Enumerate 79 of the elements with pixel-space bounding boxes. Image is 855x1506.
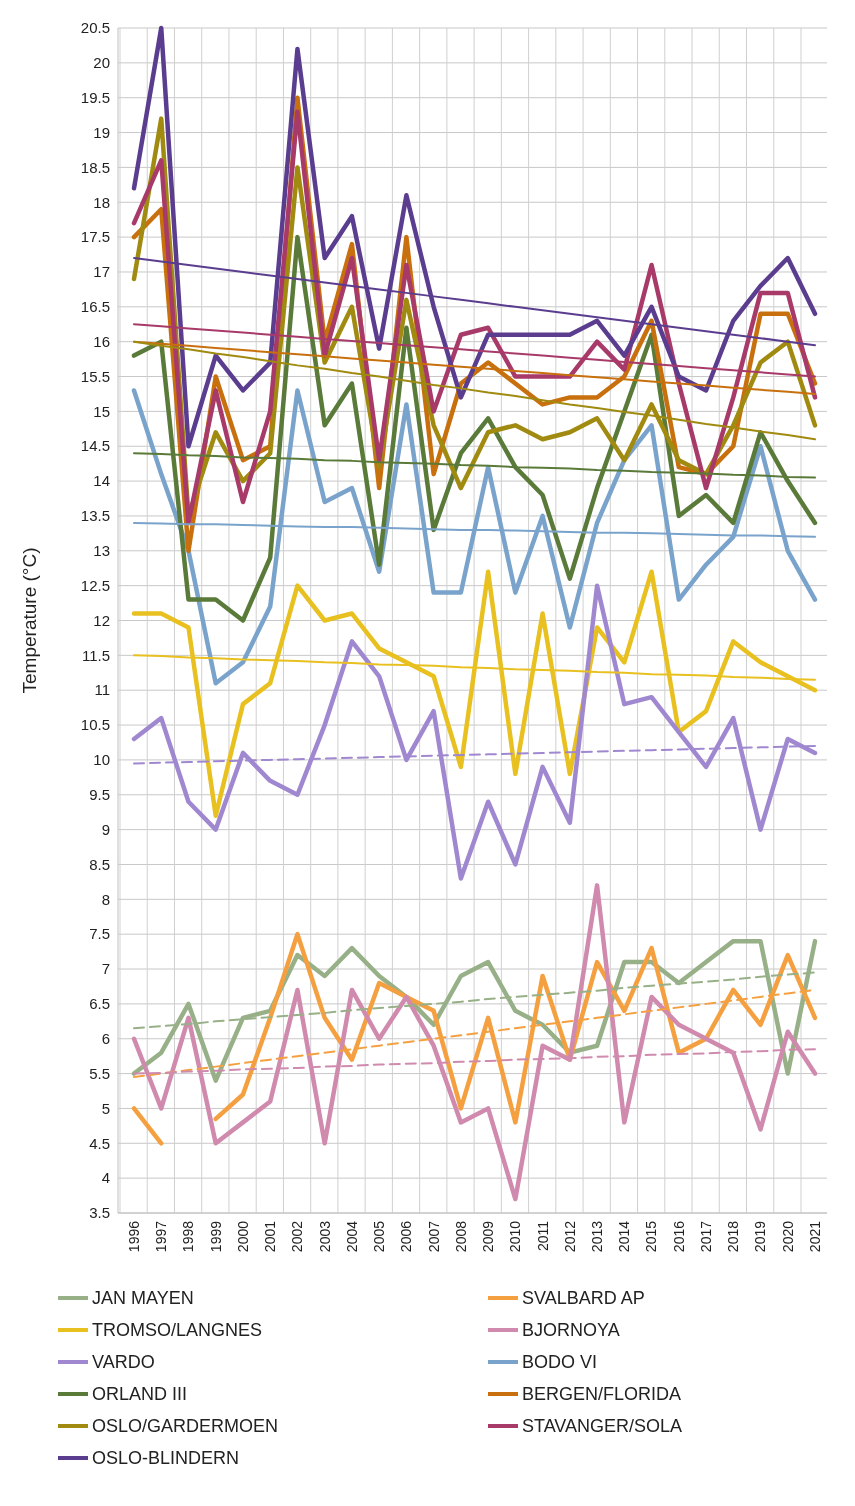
x-tick-label: 2012 xyxy=(561,1220,578,1253)
y-tick-label: 13.5 xyxy=(80,507,110,525)
line-series xyxy=(131,883,818,1202)
y-tick-label: 6 xyxy=(101,1029,110,1047)
x-tick-label: 2020 xyxy=(779,1220,796,1253)
legend-label: STAVANGER/SOLA xyxy=(522,1416,683,1437)
y-tick-label: 20.5 xyxy=(80,19,110,37)
line-series xyxy=(131,569,818,818)
y-tick-label: 18.5 xyxy=(80,158,110,176)
y-tick-label: 6.5 xyxy=(89,995,110,1013)
y-tick-label: 14.5 xyxy=(80,437,110,455)
x-tick-label: 2011 xyxy=(534,1220,551,1252)
x-tick-label: 2010 xyxy=(507,1220,524,1253)
y-tick-label: 17.5 xyxy=(80,228,110,246)
x-tick-label: 1999 xyxy=(207,1220,224,1253)
y-tick-label: 19 xyxy=(93,123,110,141)
y-tick-label: 11 xyxy=(94,681,110,699)
legend-label: TROMSO/LANGNES xyxy=(92,1320,263,1341)
y-tick-label: 8.5 xyxy=(89,855,110,873)
x-tick-label: 1997 xyxy=(153,1220,170,1253)
legend-label: VARDO xyxy=(92,1352,155,1373)
x-tick-label: 2018 xyxy=(725,1220,742,1253)
x-tick-label: 2015 xyxy=(643,1220,660,1253)
legend-label: BODO VI xyxy=(522,1352,598,1373)
x-tick-label: 2000 xyxy=(234,1220,251,1253)
y-tick-label: 20 xyxy=(93,54,110,72)
x-tick-label: 2009 xyxy=(480,1220,497,1253)
y-tick-label: 10.5 xyxy=(80,716,110,734)
y-tick-label: 7 xyxy=(101,960,110,978)
legend-label: BJORNOYA xyxy=(522,1320,620,1341)
x-tick-label: 2005 xyxy=(371,1220,388,1253)
y-tick-label: 10 xyxy=(93,751,110,769)
y-tick-label: 18 xyxy=(93,193,110,211)
legend-label: SVALBARD AP xyxy=(522,1288,645,1309)
y-tick-label: 4.5 xyxy=(89,1134,110,1152)
x-tick-label: 1998 xyxy=(180,1220,197,1253)
y-tick-label: 16.5 xyxy=(80,298,110,316)
x-tick-label: 2016 xyxy=(670,1220,687,1253)
y-tick-label: 13 xyxy=(93,542,110,560)
y-axis-title: Temperature (°C) xyxy=(19,547,40,694)
y-tick-label: 12 xyxy=(93,611,110,629)
y-tick-label: 15.5 xyxy=(80,367,110,385)
y-tick-label: 19.5 xyxy=(80,88,110,106)
x-tick-label: 2021 xyxy=(806,1220,823,1253)
line-series xyxy=(131,234,818,623)
y-tick-label: 8 xyxy=(101,890,110,908)
y-tick-label: 9 xyxy=(101,820,110,838)
x-tick-label: 2002 xyxy=(289,1220,306,1253)
x-tick-label: 2004 xyxy=(343,1220,360,1253)
x-tick-label: 2006 xyxy=(398,1220,415,1253)
y-tick-label: 5 xyxy=(101,1099,110,1117)
y-tick-label: 9.5 xyxy=(89,786,110,804)
y-tick-label: 5.5 xyxy=(89,1064,110,1082)
x-tick-label: 2014 xyxy=(616,1220,633,1253)
x-tick-label: 2019 xyxy=(752,1220,769,1253)
x-tick-label: 1996 xyxy=(125,1220,142,1253)
y-tick-label: 16 xyxy=(93,332,110,350)
x-tick-label: 2017 xyxy=(697,1220,714,1253)
legend-label: ORLAND III xyxy=(92,1384,188,1405)
legend-label: JAN MAYEN xyxy=(92,1288,194,1309)
legend-label: BERGEN/FLORIDA xyxy=(522,1384,682,1405)
y-tick-label: 7.5 xyxy=(89,925,110,943)
line-series xyxy=(131,583,818,881)
y-tick-label: 14 xyxy=(93,472,110,490)
x-tick-label: 2001 xyxy=(262,1220,279,1253)
x-tick-label: 2013 xyxy=(588,1220,605,1253)
y-tick-label: 15 xyxy=(93,402,110,420)
line-series xyxy=(131,388,818,686)
line-series xyxy=(131,25,818,449)
y-tick-label: 17 xyxy=(93,263,110,281)
y-tick-label: 3.5 xyxy=(89,1204,110,1222)
x-tick-label: 2007 xyxy=(425,1220,442,1253)
y-tick-label: 11.5 xyxy=(81,646,110,664)
y-tick-label: 4 xyxy=(101,1169,110,1187)
y-tick-label: 12.5 xyxy=(80,576,110,594)
x-tick-label: 2008 xyxy=(452,1220,469,1253)
legend-label: OSLO/GARDERMOEN xyxy=(92,1416,279,1437)
legend-label: OSLO-BLINDERN xyxy=(92,1448,240,1469)
x-tick-label: 2003 xyxy=(316,1220,333,1253)
